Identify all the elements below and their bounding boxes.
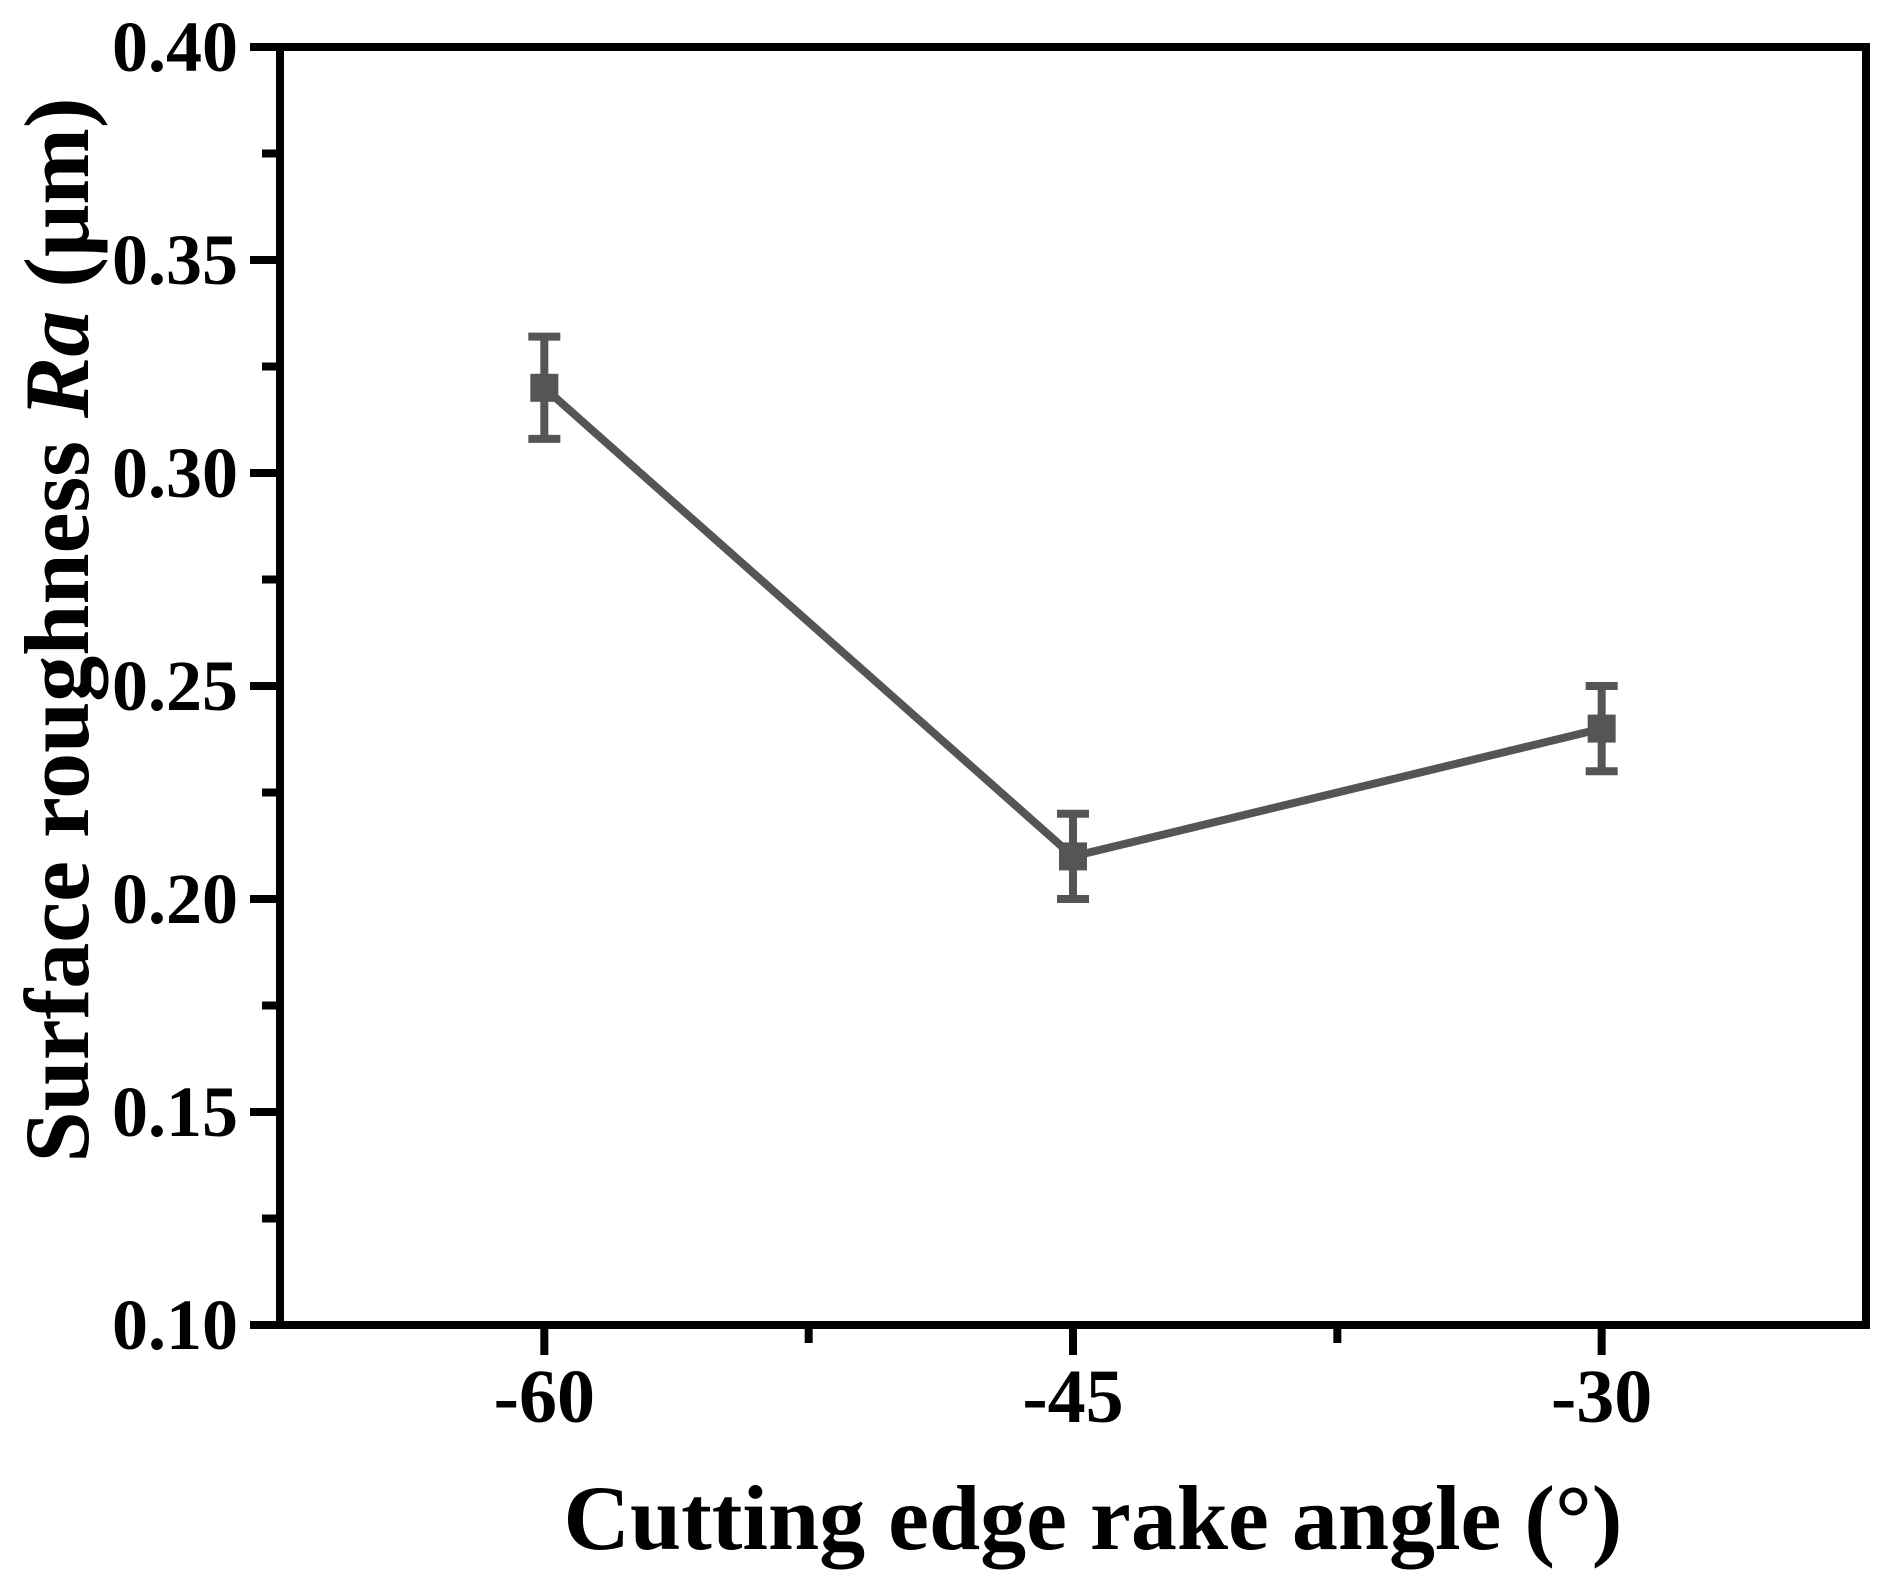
x-axis-title-text: Cutting edge rake angle (°) <box>563 1467 1623 1569</box>
y-axis-title-symbol: Ra <box>6 310 108 418</box>
data-point-marker <box>1587 714 1616 743</box>
y-tick-label: 0.15 <box>112 1072 238 1152</box>
y-tick-label: 0.30 <box>112 433 238 513</box>
y-axis-title-unit: (μm) <box>6 97 108 311</box>
series-line <box>541 384 1603 861</box>
data-point-marker <box>530 373 559 402</box>
y-tick-label: 0.25 <box>112 646 238 726</box>
y-tick-label: 0.35 <box>112 220 238 300</box>
data-point-marker <box>1059 842 1087 871</box>
x-tick-label: -30 <box>1551 1355 1652 1439</box>
y-tick-label: 0.10 <box>112 1285 238 1365</box>
x-axis-title: Cutting edge rake angle (°) <box>300 1466 1886 1570</box>
y-tick-label: 0.40 <box>112 7 238 87</box>
x-tick-label: -60 <box>494 1355 595 1439</box>
y-axis-title-text: Surface roughness <box>6 417 108 1163</box>
x-tick-label: -45 <box>1022 1355 1123 1439</box>
y-tick-label: 0.20 <box>112 859 238 939</box>
y-axis-title: Surface roughness Ra (μm) <box>5 0 109 1330</box>
plot-box <box>276 43 1870 1329</box>
